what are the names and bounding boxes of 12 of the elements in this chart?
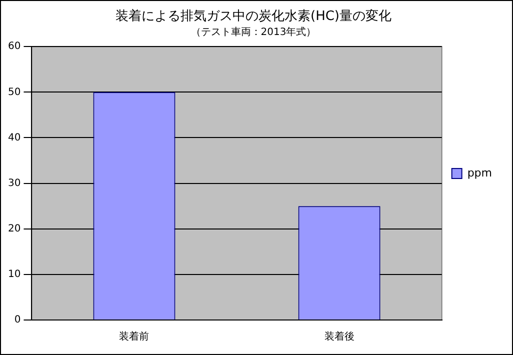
y-tick-label: 30 bbox=[8, 178, 21, 189]
legend-label: ppm bbox=[467, 166, 492, 180]
chart-title: 装着による排気ガス中の炭化水素(HC)量の変化 bbox=[116, 8, 392, 24]
x-tick-label: 装着前 bbox=[119, 330, 150, 343]
y-tick-label: 10 bbox=[8, 269, 21, 280]
y-tick-label: 0 bbox=[14, 314, 21, 326]
chart-subtitle: （テスト車両：2013年式） bbox=[190, 26, 316, 38]
y-tick-label: 40 bbox=[8, 132, 21, 144]
y-tick-label: 20 bbox=[8, 223, 21, 234]
x-tick-label: 装着後 bbox=[324, 330, 354, 343]
y-tick-label: 50 bbox=[8, 86, 21, 98]
y-tick-label: 60 bbox=[8, 41, 21, 52]
